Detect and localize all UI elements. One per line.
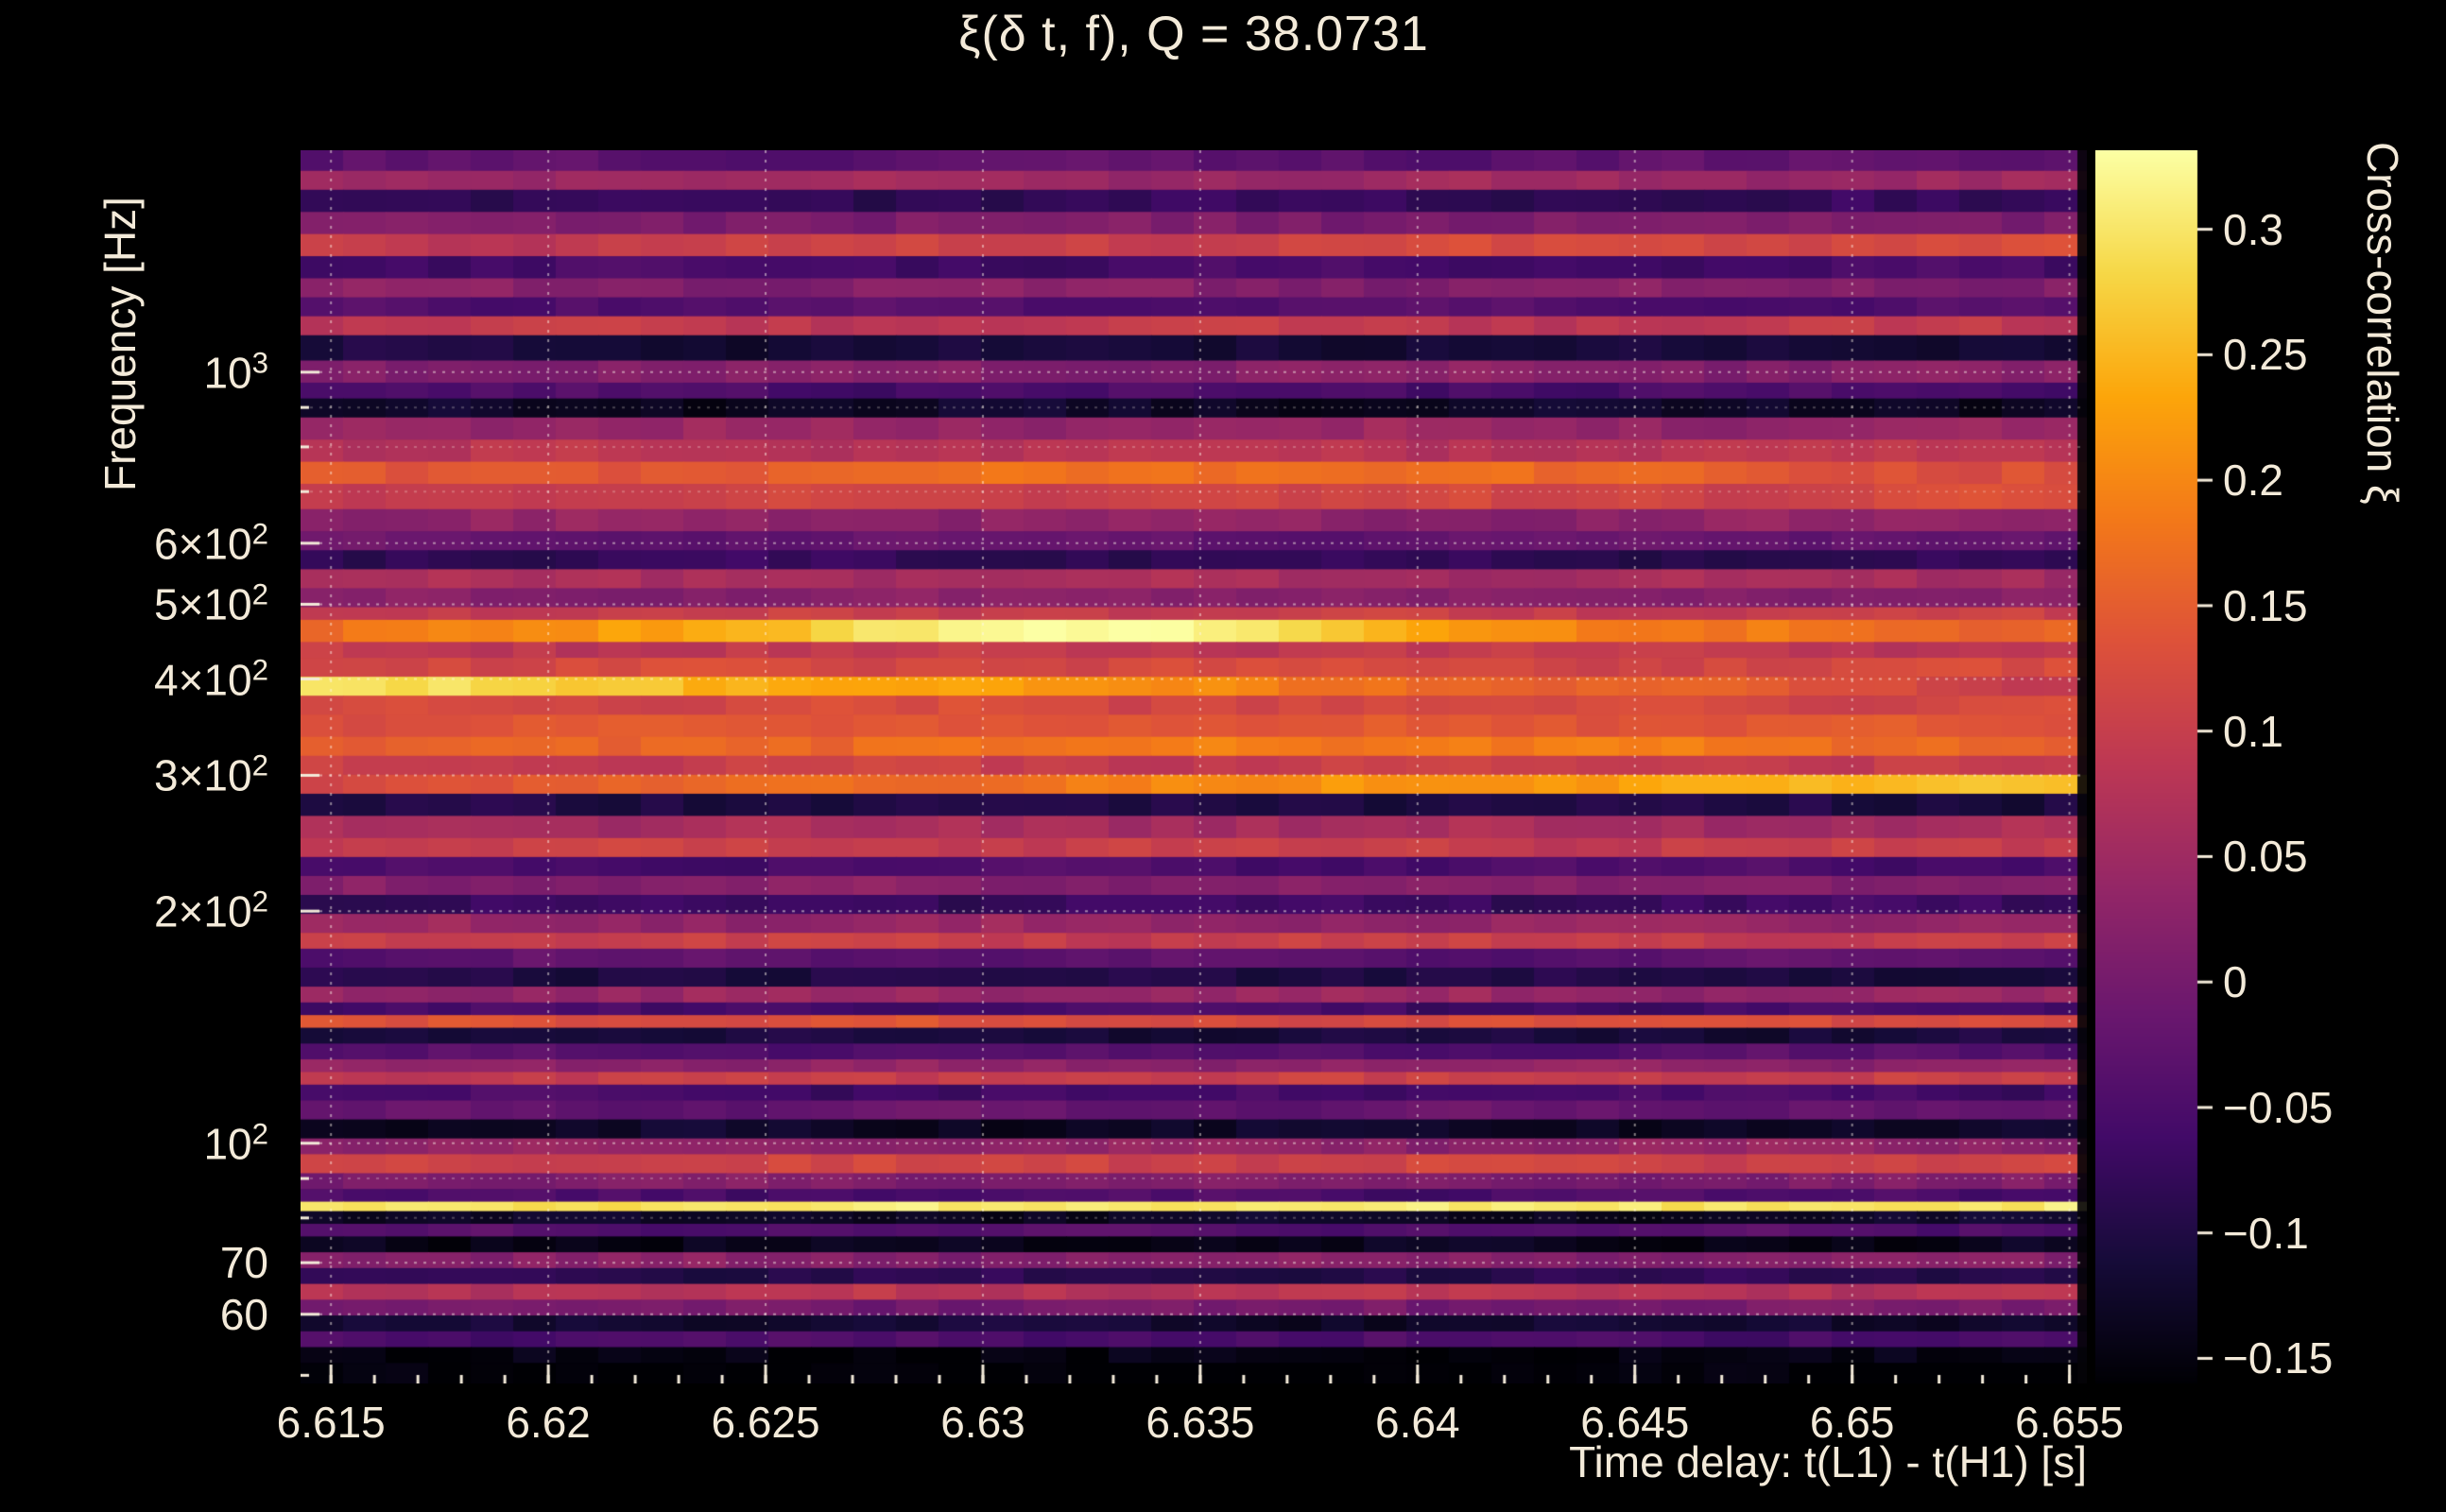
x-tick-labels: 6.615 6.62 6.625 6.63 6.635 6.64 6.645 6.65 6.65…: [277, 1397, 2125, 1453]
colorbar-tick-label: −0.1: [2223, 1208, 2309, 1258]
colorbar-tick-label: 0.05: [2223, 832, 2308, 882]
y-tick-label: 102: [203, 1117, 268, 1169]
x-tick-label: 6.615: [276, 1398, 386, 1447]
colorbar-canvas: [2095, 150, 2218, 1383]
y-tick-label: 4×102: [153, 652, 268, 705]
colorbar-tick-labels: 0.3 0.25 0.2 0.15 0.1 0.05 0 −0.05 −0.1 −0.15: [2223, 150, 2431, 1383]
colorbar-tick-label: 0.1: [2223, 706, 2283, 756]
colorbar-tick-label: 0.25: [2223, 330, 2308, 380]
y-tick-label: 6×102: [153, 517, 268, 569]
colorbar-tick-label: 0.15: [2223, 580, 2308, 630]
y-tick-label: 103: [203, 346, 268, 398]
x-axis-label: Time delay: t(L1) - t(H1) [s]: [1569, 1437, 2087, 1486]
chart-title: ξ(δ t, f), Q = 38.0731: [958, 7, 1429, 61]
x-tick-label: 6.62: [506, 1398, 591, 1447]
colorbar-tick-label: 0.2: [2223, 455, 2283, 506]
colorbar-tick-label: 0.3: [2223, 204, 2283, 254]
x-tick-label: 6.64: [1375, 1398, 1460, 1447]
y-tick-labels: 103 6×102 5×102 4×102 3×102 2×102 102 70 60: [0, 150, 285, 1383]
heatmap-canvas: [301, 150, 2087, 1383]
x-tick-label: 6.625: [711, 1398, 820, 1447]
y-tick-label: 2×102: [153, 885, 268, 936]
colorbar-tick-label: −0.05: [2223, 1082, 2334, 1132]
y-tick-label: 60: [219, 1289, 268, 1339]
y-tick-label: 3×102: [153, 748, 268, 801]
x-tick-label: 6.655: [2015, 1398, 2125, 1447]
y-tick-label: 5×102: [153, 577, 268, 630]
x-tick-label: 6.645: [1580, 1398, 1690, 1447]
colorbar-tick-label: 0: [2223, 957, 2248, 1007]
x-tick-label: 6.63: [940, 1398, 1025, 1447]
colorbar-label: Cross-correlation ξ: [2358, 142, 2407, 505]
x-tick-label: 6.635: [1145, 1398, 1255, 1447]
colorbar-tick-label: −0.15: [2223, 1333, 2334, 1383]
y-tick-label: 70: [219, 1238, 268, 1288]
x-tick-label: 6.65: [1809, 1398, 1895, 1447]
